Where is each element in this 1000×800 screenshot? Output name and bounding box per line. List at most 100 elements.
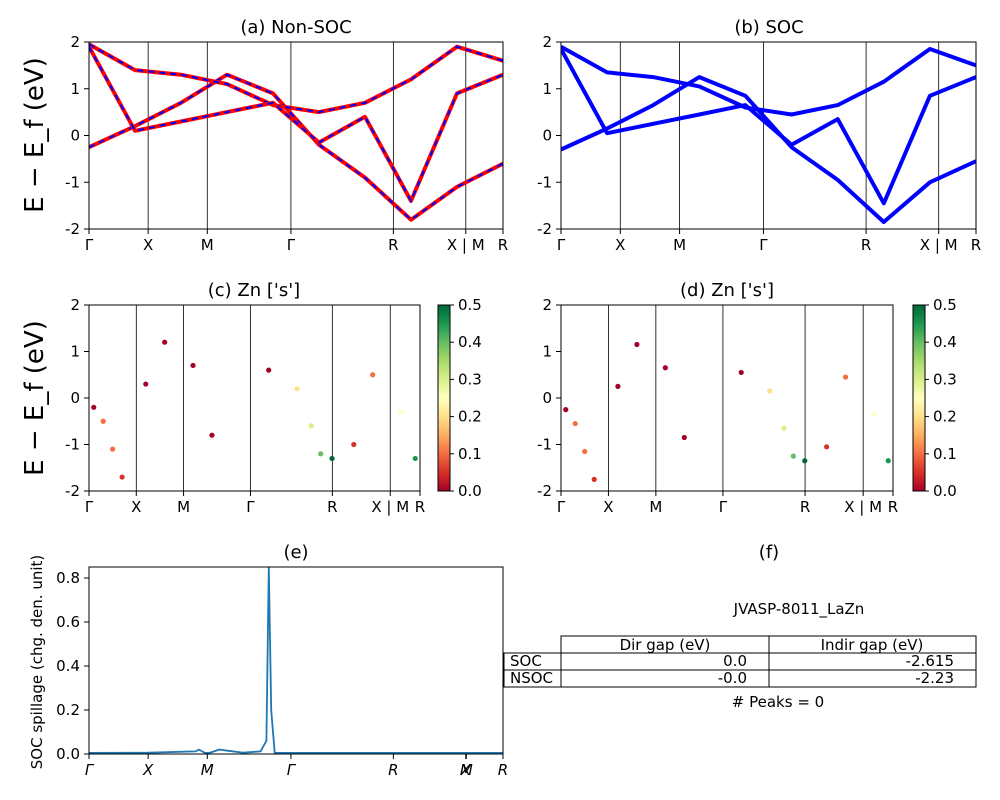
title-panel-f: (f) — [759, 542, 779, 563]
scatter-point — [681, 434, 687, 441]
scatter-point — [318, 451, 324, 457]
x-tick-label: Γ — [557, 236, 566, 254]
table-row-label: NSOC — [510, 669, 553, 687]
title-panel-a: (a) Non-SOC — [240, 17, 351, 38]
scatter-point — [662, 365, 668, 371]
ylabel-top: E − E_f (eV) — [20, 57, 50, 213]
band-line — [89, 42, 503, 115]
y-tick-label: 1 — [542, 343, 552, 361]
x-tick-label: X — [615, 236, 625, 254]
scatter-point — [767, 388, 773, 394]
x-tick-label: M — [673, 236, 686, 254]
band-line — [561, 48, 976, 206]
scatter-point — [572, 420, 578, 427]
scatter-point — [119, 474, 125, 480]
y-tick-label: 0 — [542, 389, 552, 407]
band-line-dash — [89, 43, 503, 114]
colorbar-tick-label: 0.1 — [458, 445, 482, 463]
x-tick-label: X | M — [920, 236, 958, 254]
y-tick-label: -1 — [65, 436, 80, 454]
scatter-point — [842, 374, 849, 380]
y-tick-label: 0.4 — [56, 657, 80, 675]
y-tick-label: 0.6 — [56, 613, 80, 631]
x-tick-label: M — [177, 498, 190, 516]
scatter-point — [781, 425, 787, 431]
y-tick-label: -1 — [537, 436, 552, 454]
y-tick-label: 2 — [70, 33, 80, 51]
x-tick-label: R — [415, 498, 425, 516]
table-cell — [768, 669, 977, 688]
x-tick-label: Γ — [85, 761, 95, 779]
x-tick-label: M — [649, 498, 662, 516]
band-line — [561, 44, 976, 117]
x-tick-label: X — [131, 498, 141, 516]
table-footer: # Peaks = 0 — [732, 693, 824, 711]
y-tick-label: 0 — [70, 127, 80, 145]
scatter-point — [615, 383, 621, 389]
colorbar-tick-label: 0.0 — [933, 482, 957, 500]
scatter-point — [790, 453, 797, 459]
band-line-dash — [89, 46, 503, 204]
colorbar-tick-label: 0.1 — [933, 445, 957, 463]
table-cell-value: -2.615 — [906, 652, 954, 670]
x-tick-label: R — [498, 236, 508, 254]
y-tick-label: 2 — [542, 33, 552, 51]
scatter-point — [329, 455, 335, 462]
y-tick-label: 2 — [542, 296, 552, 314]
x-tick-label: X | M — [447, 236, 485, 254]
spillage-line — [89, 567, 503, 754]
scatter-point — [738, 369, 744, 376]
gap-table: JVASP-8011_LaZn Dir gap (eV) Indir gap (… — [503, 600, 977, 711]
x-tick-label: Γ — [287, 236, 296, 254]
table-cell-value: -2.23 — [915, 669, 954, 687]
plot-frame — [560, 304, 894, 492]
x-tick-label: M — [460, 761, 473, 779]
plot-frame — [88, 41, 504, 230]
x-tick-label: Γ — [557, 498, 566, 516]
x-tick-label: R — [498, 761, 508, 779]
plot-frame — [88, 566, 504, 755]
x-tick-label: Γ — [85, 236, 94, 254]
x-tick-label: R — [888, 498, 898, 516]
scatter-point — [370, 372, 376, 378]
colorbar-tick-label: 0.2 — [933, 408, 957, 426]
scatter-point — [885, 458, 891, 464]
title-panel-b: (b) SOC — [734, 17, 803, 38]
scatter-point — [143, 381, 149, 387]
colorbar-tick-label: 0.2 — [458, 408, 482, 426]
scatter-point — [591, 476, 597, 482]
scatter-point — [308, 423, 314, 429]
colorbar-tick-label: 0.3 — [458, 370, 482, 388]
colorbar-tick-label: 0.5 — [458, 296, 482, 314]
colorbar-tick-label: 0.3 — [933, 370, 957, 388]
plot-frame — [88, 304, 421, 492]
colorbar — [912, 304, 926, 492]
y-tick-label: -1 — [537, 173, 552, 191]
table-header-dir: Dir gap (eV) — [620, 636, 711, 654]
ylabel-middle: E − E_f (eV) — [20, 320, 50, 476]
y-tick-label: -2 — [537, 482, 552, 500]
title-panel-c: (c) Zn ['s'] — [208, 280, 300, 301]
colorbar-tick-label: 0.0 — [458, 482, 482, 500]
colorbar — [437, 304, 451, 492]
y-tick-label: -2 — [65, 482, 80, 500]
scatter-point — [871, 411, 877, 417]
table-cell-value: 0.0 — [723, 652, 747, 670]
x-tick-label: R — [800, 498, 810, 516]
colorbar-tick-label: 0.5 — [933, 296, 957, 314]
scatter-point — [563, 407, 569, 413]
x-tick-label: R — [327, 498, 337, 516]
y-tick-label: -1 — [65, 173, 80, 191]
scatter-point — [351, 441, 357, 448]
scatter-point — [582, 448, 588, 455]
x-tick-label: M — [201, 761, 214, 779]
x-tick-label: X | M — [371, 498, 409, 516]
table-cell-value: -0.0 — [718, 669, 747, 687]
x-tick-label: Γ — [85, 498, 94, 516]
y-tick-label: 0 — [70, 389, 80, 407]
title-panel-e: (e) — [283, 542, 308, 563]
y-tick-label: -2 — [65, 220, 80, 238]
x-tick-label: Γ — [719, 498, 728, 516]
band-line — [561, 75, 976, 224]
